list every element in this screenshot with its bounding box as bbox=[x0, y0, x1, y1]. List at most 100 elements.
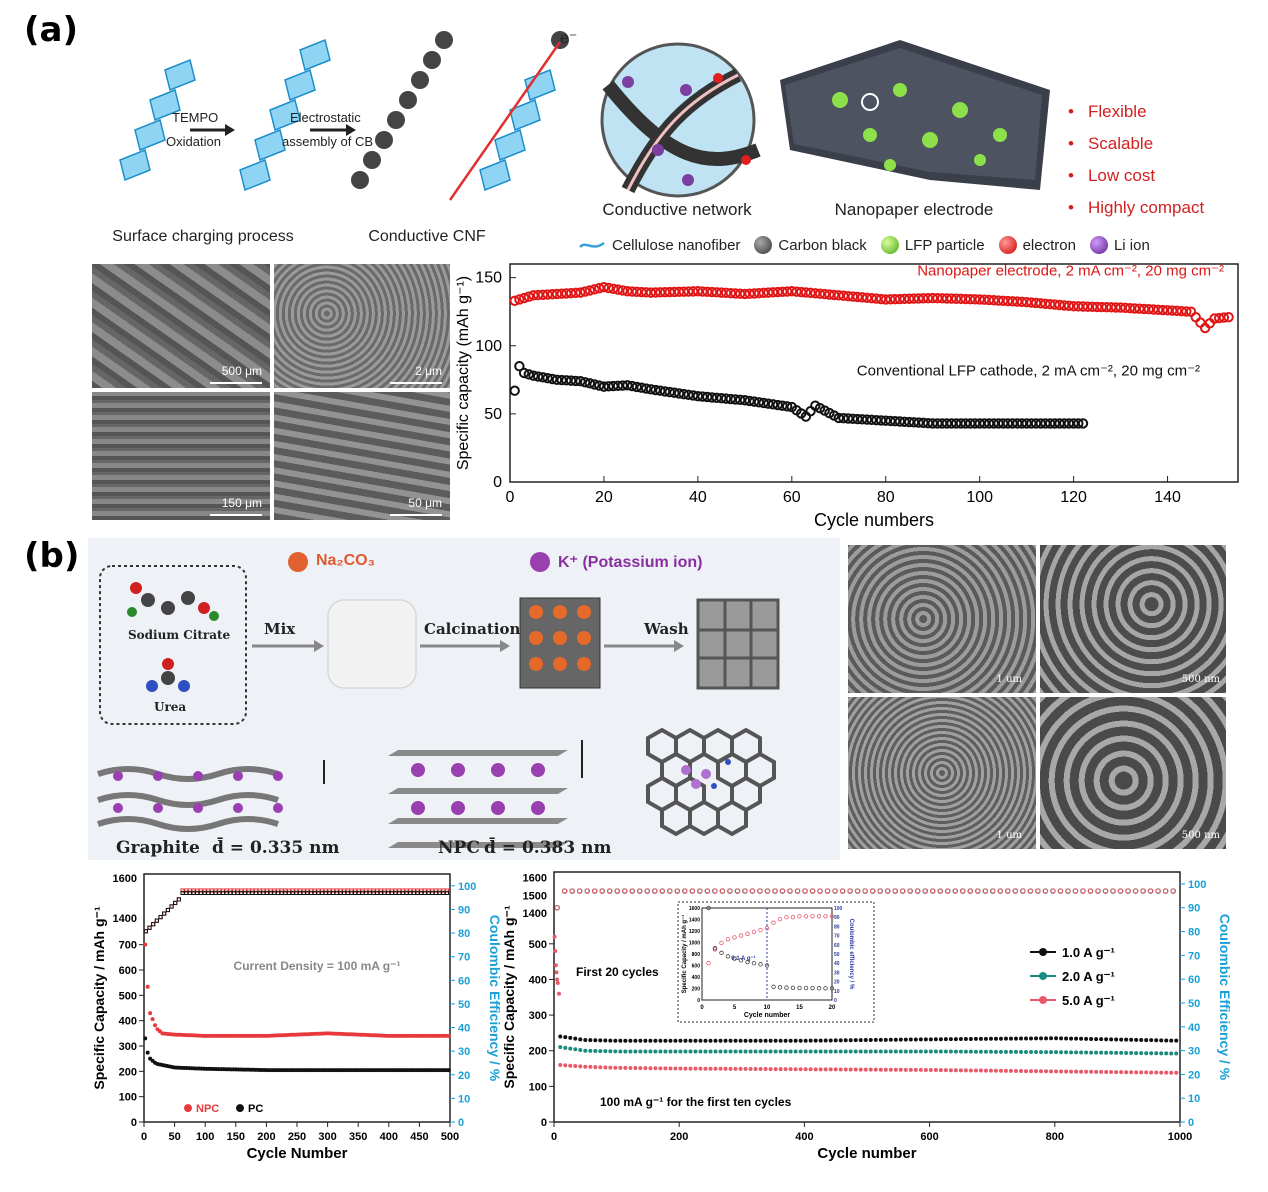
inset-efficiency-point bbox=[725, 937, 731, 942]
capacity-point-1 bbox=[598, 1038, 603, 1043]
capacity-point-3 bbox=[1044, 1069, 1049, 1074]
nanopaper-point bbox=[838, 290, 849, 301]
nanopaper-point bbox=[551, 288, 563, 300]
conventional-point bbox=[908, 417, 920, 428]
capacity-point-3 bbox=[653, 1066, 658, 1071]
capacity-point-1 bbox=[623, 1038, 628, 1043]
capacity-point-1 bbox=[593, 1038, 598, 1043]
capacity-point-1 bbox=[868, 1037, 873, 1042]
feature-item: Low cost bbox=[1068, 160, 1204, 192]
capacity-point-2 bbox=[658, 1049, 663, 1054]
nanopaper-point bbox=[1087, 301, 1098, 312]
early-cycle-point bbox=[554, 970, 559, 975]
capacity-point-2 bbox=[908, 1049, 913, 1054]
efficiency-point bbox=[1155, 888, 1161, 894]
nanopaper-point bbox=[622, 286, 633, 297]
capacity-point-1 bbox=[1064, 1036, 1069, 1041]
x-tick-label: 400 bbox=[380, 1131, 398, 1143]
efficiency-point bbox=[622, 888, 628, 894]
nanofiber-icon bbox=[579, 241, 605, 248]
capacity-point-3 bbox=[733, 1066, 738, 1071]
efficiency-point bbox=[176, 897, 181, 902]
nanopaper-point bbox=[702, 286, 713, 297]
inset-capacity-point bbox=[706, 905, 711, 911]
scale-label: 500 μm bbox=[221, 364, 262, 378]
capacity-point-1 bbox=[678, 1038, 683, 1043]
x-tick-label: 500 bbox=[441, 1131, 459, 1143]
capacity-point-1 bbox=[1003, 1036, 1008, 1041]
efficiency-point bbox=[975, 888, 981, 894]
pc-point bbox=[446, 1068, 451, 1073]
efficiency-point bbox=[180, 890, 185, 895]
x-tick-label: 100 bbox=[966, 489, 993, 506]
nanopaper-point bbox=[1129, 303, 1140, 314]
y-tick-label: 1400 bbox=[523, 908, 547, 920]
capacity-point-2 bbox=[918, 1049, 923, 1054]
nanopaper-point bbox=[594, 283, 605, 294]
legend-pc-marker bbox=[236, 1104, 244, 1113]
first-ten-annotation: 100 mA g⁻¹ for the first ten cycles bbox=[600, 1095, 792, 1109]
efficiency-point bbox=[198, 890, 204, 895]
capacity-point-2 bbox=[733, 1049, 738, 1054]
conventional-point bbox=[894, 416, 906, 427]
capacity-point-1 bbox=[793, 1038, 798, 1043]
efficiency-point bbox=[261, 890, 266, 895]
capacity-point-1 bbox=[1154, 1038, 1159, 1043]
capacity-point-1 bbox=[973, 1036, 978, 1041]
efficiency-point bbox=[235, 890, 240, 895]
efficiency-point bbox=[382, 890, 387, 895]
nanopaper-point bbox=[969, 294, 981, 305]
capacity-point-2 bbox=[1054, 1050, 1059, 1055]
x-axis-label: Cycle numbers bbox=[814, 510, 934, 530]
nanopaper-point bbox=[570, 287, 581, 299]
capacity-point-1 bbox=[1044, 1036, 1049, 1041]
capacity-point-1 bbox=[663, 1038, 668, 1043]
efficiency-point bbox=[952, 888, 958, 894]
efficiency-point bbox=[697, 888, 703, 894]
potassium-ion-label: K⁺ (Potassium ion) bbox=[558, 554, 703, 571]
efficiency-point bbox=[297, 890, 303, 895]
nanopaper-point bbox=[871, 293, 882, 304]
series-label-nanopaper: Nanopaper electrode, 2 mA cm⁻², 20 mg cm… bbox=[917, 263, 1224, 280]
y-tick-label: 1600 bbox=[523, 873, 547, 885]
capacity-point-1 bbox=[893, 1037, 898, 1042]
conventional-point bbox=[683, 389, 694, 401]
conventional-point bbox=[716, 393, 727, 404]
conventional-point bbox=[730, 394, 741, 405]
capacity-point-2 bbox=[1144, 1051, 1149, 1056]
conventional-point bbox=[664, 386, 675, 398]
plot-frame bbox=[143, 873, 451, 1123]
inset-y-tick-label: 1200 bbox=[689, 929, 700, 935]
inset-y2-tick-label: 90 bbox=[834, 915, 840, 921]
nanopaper-point bbox=[1096, 301, 1107, 313]
inset-efficiency-point bbox=[823, 914, 828, 919]
conventional-point bbox=[612, 380, 624, 392]
inset-efficiency-point bbox=[758, 927, 763, 933]
efficiency-point bbox=[1072, 888, 1079, 894]
capacity-point-3 bbox=[778, 1067, 783, 1072]
inset-capacity-point bbox=[725, 954, 731, 959]
capacity-point-2 bbox=[783, 1049, 788, 1054]
capacity-point-3 bbox=[688, 1066, 693, 1071]
efficiency-point bbox=[345, 890, 350, 895]
capacity-point-1 bbox=[1149, 1038, 1154, 1043]
capacity-point-2 bbox=[653, 1049, 658, 1054]
capacity-point-2 bbox=[903, 1049, 908, 1054]
capacity-point-3 bbox=[1134, 1070, 1139, 1075]
capacity-point-3 bbox=[993, 1068, 998, 1073]
legend-cellulose-nanofiber: Cellulose nanofiber bbox=[612, 236, 741, 254]
capacity-point-1 bbox=[1114, 1037, 1119, 1042]
efficiency-point bbox=[305, 890, 310, 895]
y2-tick-label: 0 bbox=[458, 1117, 464, 1129]
efficiency-point bbox=[1080, 888, 1086, 894]
conventional-point bbox=[692, 390, 704, 402]
nanopaper-point bbox=[514, 294, 525, 305]
scale-label: 1 um bbox=[996, 674, 1022, 685]
efficiency-point bbox=[1162, 888, 1169, 894]
capacity-point-2 bbox=[708, 1049, 713, 1054]
inset-y2-tick-label: 30 bbox=[834, 970, 840, 976]
capacity-point-2 bbox=[798, 1049, 803, 1054]
capacity-point-3 bbox=[933, 1068, 938, 1073]
capacity-point-1 bbox=[1164, 1038, 1169, 1043]
capacity-point-1 bbox=[948, 1037, 953, 1042]
